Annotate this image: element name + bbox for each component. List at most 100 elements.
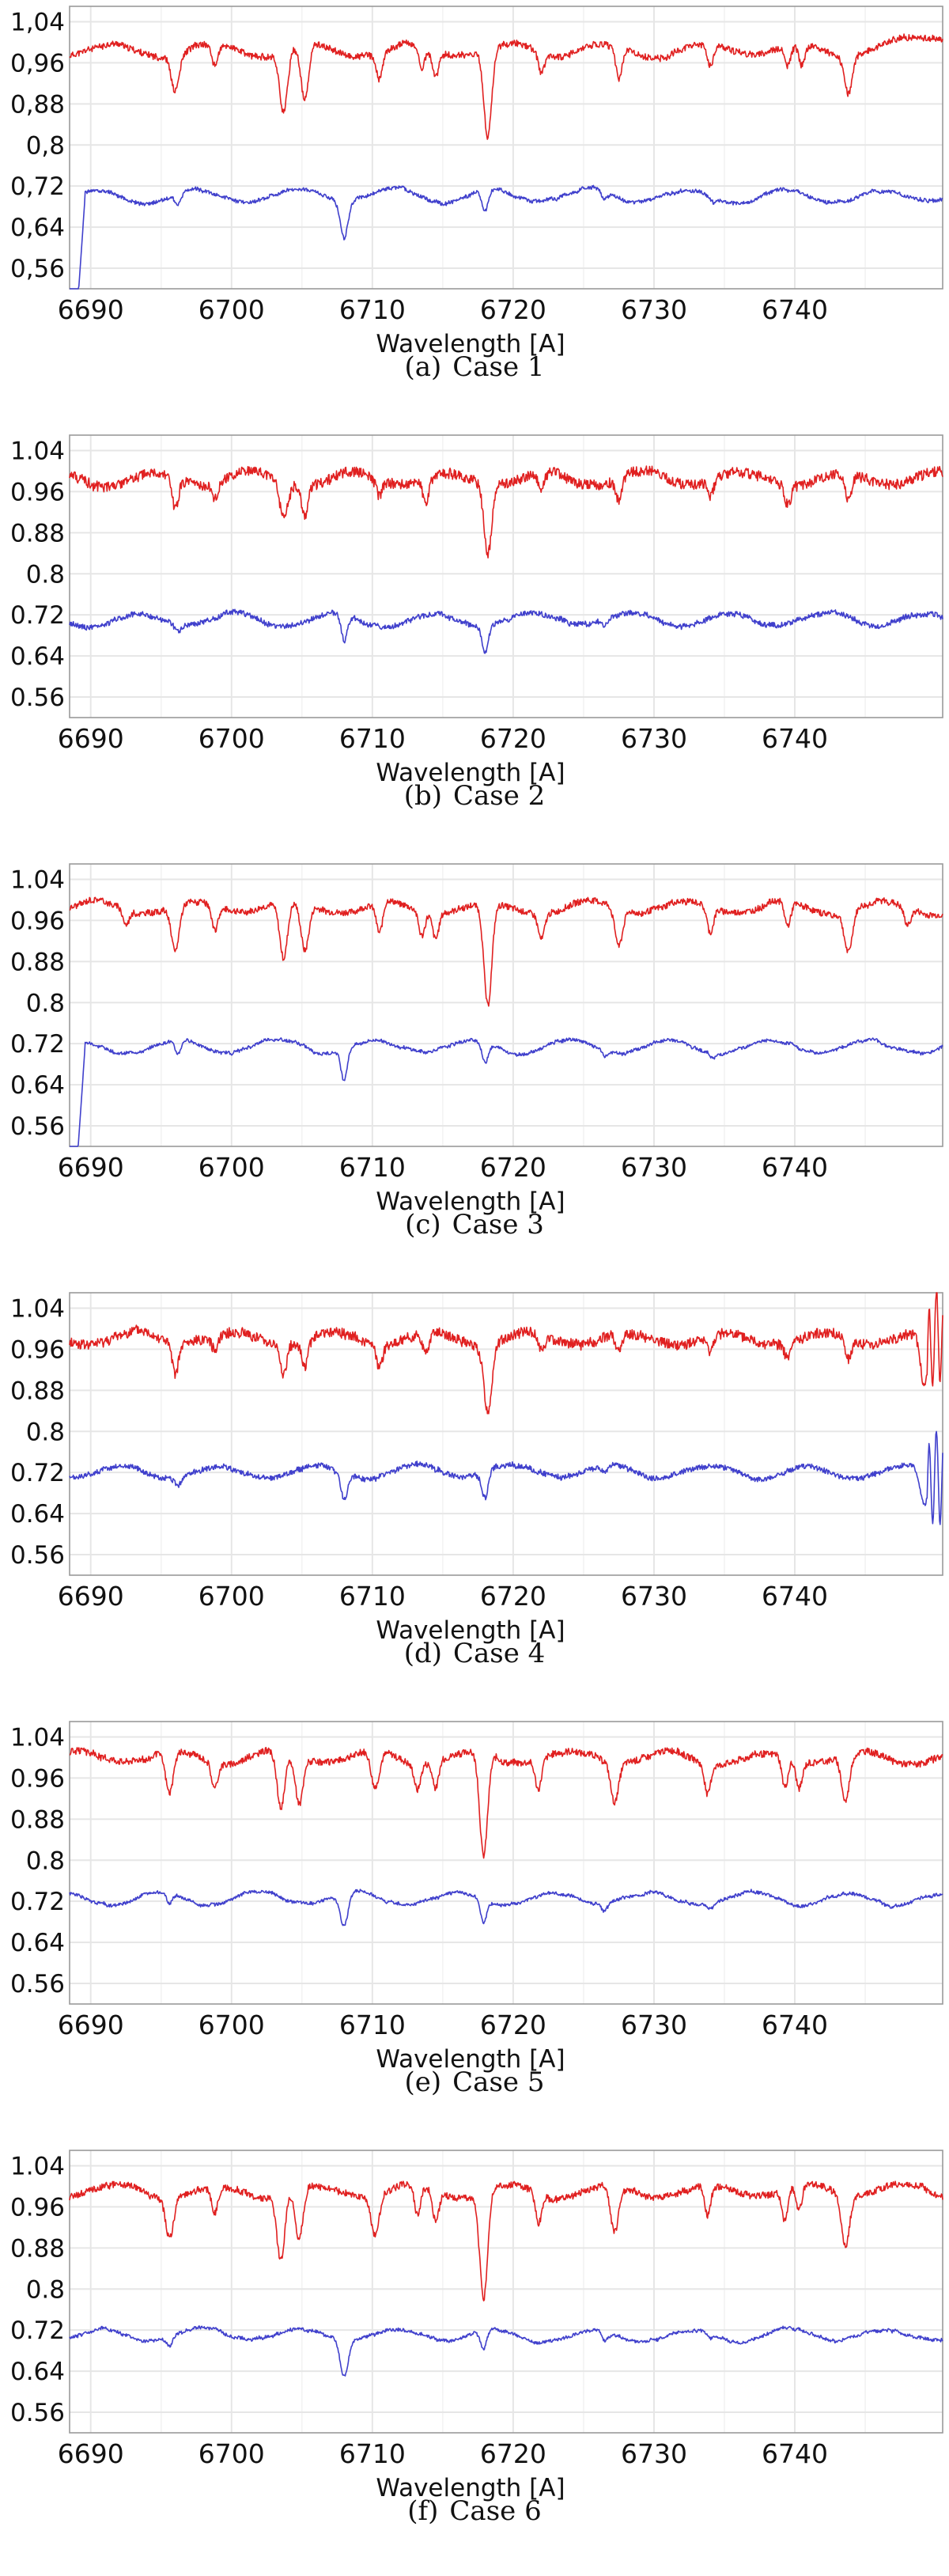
- x-tick-label: 6700: [198, 2010, 265, 2040]
- plot-frame: [69, 6, 943, 290]
- x-tick-label: 6700: [198, 1581, 265, 1612]
- y-tick-label: 0.72: [10, 1888, 65, 1916]
- figure-caption: (c) Case 3: [0, 1209, 949, 1241]
- caption-label: (a): [404, 351, 442, 383]
- plot-frame: [69, 2150, 943, 2434]
- spectrum-panel: 1.04 0.96 0.88 0.8 0.72 0.64 0.56 6690 6700 6710 6…: [0, 1715, 949, 2144]
- figure-caption: (a) Case 1: [0, 351, 949, 383]
- spectrum-chart: 1.04 0.96 0.88 0.8 0.72 0.64 0.56 6690 6700 6710 6…: [10, 1292, 943, 1645]
- x-tick-label: 6690: [58, 294, 124, 325]
- x-axis-label: Wavelength [A]: [376, 1616, 565, 1645]
- y-tick-label: 0.64: [10, 2358, 65, 2386]
- caption-text: Case 4: [453, 1638, 546, 1669]
- x-tick-label: 6690: [58, 2010, 124, 2040]
- upper-spectrum-line: [70, 1746, 943, 1859]
- spectrum-chart: 1.04 0.96 0.88 0.8 0.72 0.64 0.56 6690 6700 6710 6…: [10, 863, 943, 1216]
- lower-spectrum-line: [69, 1888, 943, 1926]
- x-tick-label: 6690: [58, 1152, 124, 1183]
- x-tick-label: 6730: [621, 1152, 687, 1183]
- figure-caption: (e) Case 5: [0, 2066, 949, 2098]
- x-tick-label: 6700: [198, 1152, 265, 1183]
- x-tick-label: 6730: [621, 2438, 687, 2469]
- caption-label: (d): [403, 1638, 442, 1669]
- x-tick-label: 6720: [480, 1152, 546, 1183]
- y-tick-label: 0,64: [10, 214, 65, 242]
- spectrum-chart: 1.04 0.96 0.88 0.8 0.72 0.64 0.56 6690 6700 6710 6…: [10, 1721, 943, 2074]
- y-tick-label: 1.04: [10, 1723, 65, 1752]
- x-tick-label: 6740: [762, 294, 828, 325]
- y-tick-label: 0.8: [26, 1418, 65, 1446]
- figure-caption: (d) Case 4: [0, 1638, 949, 1669]
- x-tick-label: 6710: [339, 1581, 406, 1612]
- y-tick-label: 0.56: [10, 684, 65, 712]
- y-tick-label: 0,88: [10, 90, 65, 119]
- x-tick-label: 6740: [762, 2438, 828, 2469]
- y-tick-label: 1,04: [10, 8, 65, 36]
- y-tick-label: 1.04: [10, 437, 65, 465]
- y-tick-label: 0.96: [10, 2193, 65, 2222]
- spectrum-panel: 1.04 0.96 0.88 0.8 0.72 0.64 0.56 6690 6700 6710 6…: [0, 2144, 949, 2573]
- x-tick-label: 6740: [762, 723, 828, 754]
- y-tick-label: 0.72: [10, 2317, 65, 2345]
- spectrum-chart: 1.04 0.96 0.88 0.8 0.72 0.64 0.56 6690 6700 6710 6…: [10, 434, 943, 787]
- x-tick-label: 6690: [58, 723, 124, 754]
- y-tick-label: 0.64: [10, 1929, 65, 1957]
- x-tick-label: 6720: [480, 2438, 546, 2469]
- y-tick-label: 0.88: [10, 1805, 65, 1834]
- spectrum-panel: 1.04 0.96 0.88 0.8 0.72 0.64 0.56 6690 6700 6710 6…: [0, 858, 949, 1286]
- y-tick-label: 0.8: [26, 989, 65, 1017]
- y-tick-label: 0.72: [10, 601, 65, 630]
- x-tick-label: 6710: [339, 2010, 406, 2040]
- y-tick-label: 0.56: [10, 1541, 65, 1570]
- y-tick-label: 0.96: [10, 907, 65, 935]
- x-tick-label: 6700: [198, 2438, 265, 2469]
- x-tick-label: 6710: [339, 2438, 406, 2469]
- plot-frame: [69, 863, 943, 1147]
- x-tick-label: 6720: [480, 1581, 546, 1612]
- lower-spectrum-line: [69, 1430, 943, 1525]
- y-tick-label: 0.8: [26, 1847, 65, 1875]
- y-tick-label: 1.04: [10, 1294, 65, 1323]
- y-tick-label: 0.56: [10, 2399, 65, 2427]
- y-tick-label: 0.88: [10, 2234, 65, 2263]
- x-tick-label: 6690: [58, 1581, 124, 1612]
- x-tick-label: 6710: [339, 294, 406, 325]
- x-axis-label: Wavelength [A]: [376, 1188, 565, 1216]
- y-tick-label: 0.96: [10, 1764, 65, 1793]
- caption-label: (e): [404, 2066, 442, 2098]
- plot-frame: [69, 1721, 943, 2005]
- x-axis-label: Wavelength [A]: [376, 759, 565, 787]
- upper-spectrum-line: [69, 896, 943, 1007]
- x-tick-label: 6720: [480, 2010, 546, 2040]
- x-axis-label: Wavelength [A]: [376, 2045, 565, 2074]
- x-tick-label: 6740: [762, 2010, 828, 2040]
- y-tick-label: 0.96: [10, 478, 65, 506]
- y-tick-label: 0.88: [10, 519, 65, 547]
- x-tick-label: 6730: [621, 723, 687, 754]
- spectrum-panel: 1.04 0.96 0.88 0.8 0.72 0.64 0.56 6690 6700 6710 6…: [0, 1286, 949, 1715]
- x-tick-label: 6710: [339, 1152, 406, 1183]
- y-tick-label: 1.04: [10, 2152, 65, 2180]
- y-tick-label: 0.88: [10, 1377, 65, 1405]
- x-tick-label: 6710: [339, 723, 406, 754]
- x-tick-label: 6720: [480, 294, 546, 325]
- x-tick-label: 6730: [621, 2010, 687, 2040]
- upper-spectrum-line: [69, 1292, 943, 1415]
- x-tick-label: 6740: [762, 1581, 828, 1612]
- y-tick-label: 0.64: [10, 1071, 65, 1100]
- figure-caption: (f) Case 6: [0, 2495, 949, 2527]
- x-tick-label: 6730: [621, 294, 687, 325]
- lower-spectrum-line: [69, 2325, 943, 2377]
- y-tick-label: 0.96: [10, 1335, 65, 1364]
- plot-frame: [69, 434, 943, 718]
- upper-spectrum-line: [69, 465, 943, 559]
- y-tick-label: 0.56: [10, 1970, 65, 1998]
- x-tick-label: 6700: [198, 723, 265, 754]
- caption-text: Case 1: [452, 351, 545, 383]
- caption-label: (b): [403, 780, 442, 812]
- lower-spectrum-line: [69, 608, 943, 654]
- y-tick-label: 0,8: [26, 131, 65, 160]
- spectrum-chart: 1,04 0,96 0,88 0,8 0,72 0,64 0,56 6690 6700 6710 6…: [10, 6, 943, 358]
- plot-frame: [69, 1292, 943, 1576]
- y-tick-label: 0.72: [10, 1459, 65, 1487]
